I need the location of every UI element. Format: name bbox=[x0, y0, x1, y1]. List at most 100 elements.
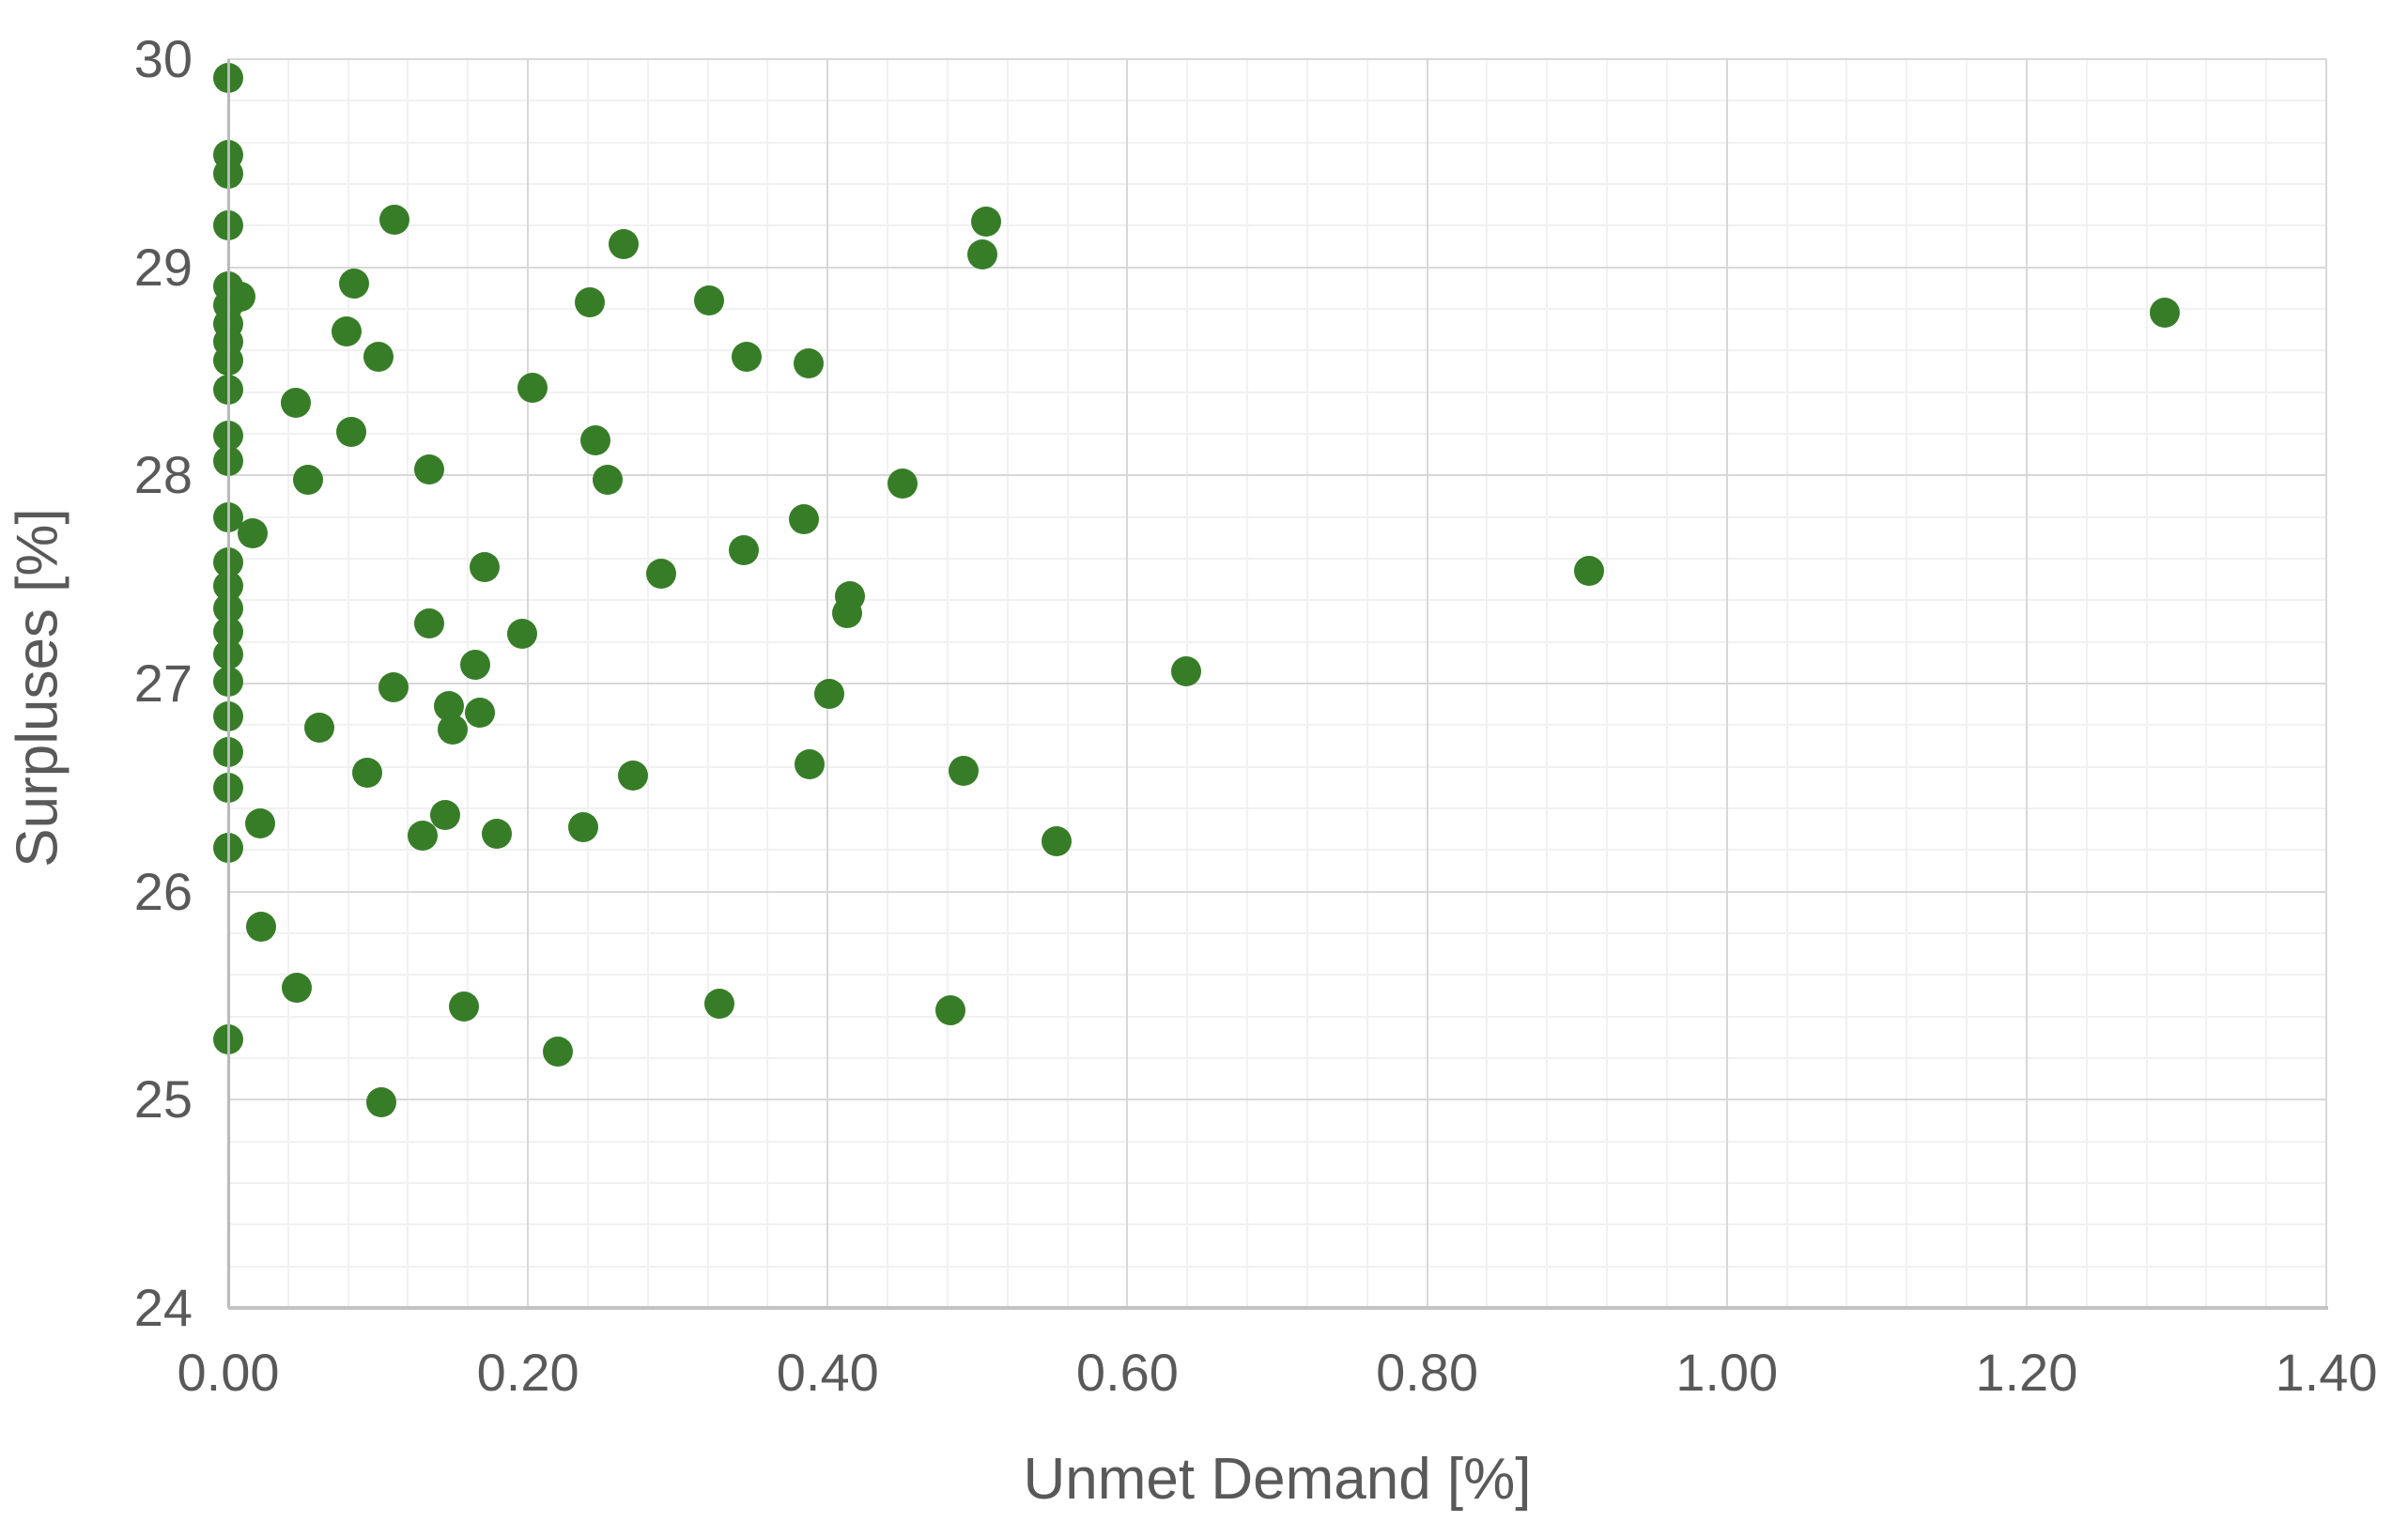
data-point bbox=[304, 712, 335, 743]
plot-area bbox=[213, 58, 2327, 1308]
data-point bbox=[379, 204, 410, 235]
x-major-gridline bbox=[1725, 59, 1728, 1308]
x-minor-gridline bbox=[2145, 59, 2148, 1308]
x-minor-gridline bbox=[2265, 59, 2268, 1308]
data-point bbox=[352, 758, 383, 789]
x-minor-gridline bbox=[706, 59, 709, 1308]
data-point bbox=[448, 991, 479, 1022]
data-point bbox=[430, 799, 461, 830]
x-minor-gridline bbox=[347, 59, 349, 1308]
y-major-gridline bbox=[228, 890, 2326, 893]
data-point bbox=[888, 469, 918, 500]
y-axis-title: Surpluses [%] bbox=[5, 508, 70, 868]
y-minor-gridline bbox=[228, 1265, 2326, 1268]
x-tick-label: 0.40 bbox=[776, 1343, 879, 1402]
y-minor-gridline bbox=[228, 1057, 2326, 1059]
y-minor-gridline bbox=[228, 1015, 2326, 1018]
data-point bbox=[966, 239, 997, 270]
x-minor-gridline bbox=[946, 59, 949, 1308]
data-point bbox=[728, 535, 759, 566]
data-point bbox=[408, 820, 439, 851]
y-minor-gridline bbox=[228, 765, 2326, 768]
x-minor-gridline bbox=[1665, 59, 1668, 1308]
x-minor-gridline bbox=[1066, 59, 1069, 1308]
x-major-gridline bbox=[2025, 59, 2028, 1308]
data-point bbox=[788, 503, 819, 534]
y-minor-gridline bbox=[228, 141, 2326, 144]
y-minor-gridline bbox=[228, 599, 2326, 602]
data-point bbox=[2149, 298, 2180, 329]
x-minor-gridline bbox=[1006, 59, 1009, 1308]
data-point bbox=[244, 807, 275, 838]
x-minor-gridline bbox=[1486, 59, 1489, 1308]
y-major-gridline bbox=[228, 683, 2326, 684]
x-axis-line bbox=[228, 1306, 2328, 1310]
x-minor-gridline bbox=[467, 59, 470, 1308]
data-point bbox=[246, 912, 277, 943]
y-minor-gridline bbox=[228, 640, 2326, 643]
x-tick-label: 0.60 bbox=[1075, 1343, 1179, 1402]
data-point bbox=[543, 1037, 574, 1068]
data-point bbox=[949, 756, 980, 787]
data-point bbox=[506, 618, 537, 649]
data-point bbox=[465, 698, 496, 729]
x-tick-label: 1.20 bbox=[1975, 1343, 2078, 1402]
x-minor-gridline bbox=[1305, 59, 1308, 1308]
data-point bbox=[378, 672, 409, 703]
data-point bbox=[292, 464, 323, 495]
x-minor-gridline bbox=[286, 59, 289, 1308]
data-point bbox=[1042, 826, 1073, 857]
y-major-gridline bbox=[228, 1099, 2326, 1101]
x-minor-gridline bbox=[1366, 59, 1368, 1308]
data-point bbox=[365, 1086, 396, 1117]
data-point bbox=[237, 518, 268, 549]
y-minor-gridline bbox=[228, 1223, 2326, 1226]
x-major-gridline bbox=[527, 59, 530, 1308]
data-point bbox=[339, 269, 370, 300]
y-tick-label: 26 bbox=[133, 861, 193, 921]
x-tick-label: 0.80 bbox=[1376, 1343, 1479, 1402]
x-axis-title: Unmet Demand [%] bbox=[1023, 1447, 1532, 1512]
y-major-gridline bbox=[228, 58, 2326, 60]
y-minor-gridline bbox=[228, 224, 2326, 227]
y-minor-gridline bbox=[228, 932, 2326, 934]
y-minor-gridline bbox=[228, 1182, 2326, 1184]
x-tick-label: 1.00 bbox=[1675, 1343, 1779, 1402]
y-minor-gridline bbox=[228, 724, 2326, 727]
y-minor-gridline bbox=[228, 100, 2326, 102]
data-point bbox=[280, 387, 311, 418]
x-tick-label: 0.20 bbox=[476, 1343, 579, 1402]
data-point bbox=[646, 558, 677, 589]
y-tick-label: 30 bbox=[133, 29, 193, 88]
data-point bbox=[795, 749, 826, 780]
data-point bbox=[832, 597, 863, 628]
x-minor-gridline bbox=[2085, 59, 2088, 1308]
y-tick-label: 25 bbox=[133, 1069, 193, 1130]
data-point bbox=[363, 341, 394, 372]
data-point bbox=[704, 989, 735, 1020]
x-minor-gridline bbox=[646, 59, 649, 1308]
data-point bbox=[282, 972, 313, 1003]
data-point bbox=[574, 287, 605, 318]
data-point bbox=[460, 650, 491, 681]
x-minor-gridline bbox=[766, 59, 769, 1308]
data-point bbox=[592, 464, 623, 495]
y-minor-gridline bbox=[228, 349, 2326, 352]
y-tick-label: 24 bbox=[133, 1278, 193, 1337]
data-point bbox=[1170, 655, 1201, 686]
y-minor-gridline bbox=[228, 308, 2326, 310]
y-tick-label: 27 bbox=[133, 653, 193, 713]
y-tick-label: 29 bbox=[133, 237, 193, 297]
y-minor-gridline bbox=[228, 515, 2326, 518]
x-minor-gridline bbox=[1966, 59, 1968, 1308]
y-minor-gridline bbox=[228, 807, 2326, 809]
x-minor-gridline bbox=[887, 59, 889, 1308]
x-major-gridline bbox=[1126, 59, 1129, 1308]
data-point bbox=[413, 453, 444, 484]
y-minor-gridline bbox=[228, 433, 2326, 435]
data-point bbox=[579, 424, 610, 455]
y-major-gridline bbox=[228, 266, 2326, 269]
data-point bbox=[568, 811, 599, 842]
data-point bbox=[335, 416, 366, 447]
